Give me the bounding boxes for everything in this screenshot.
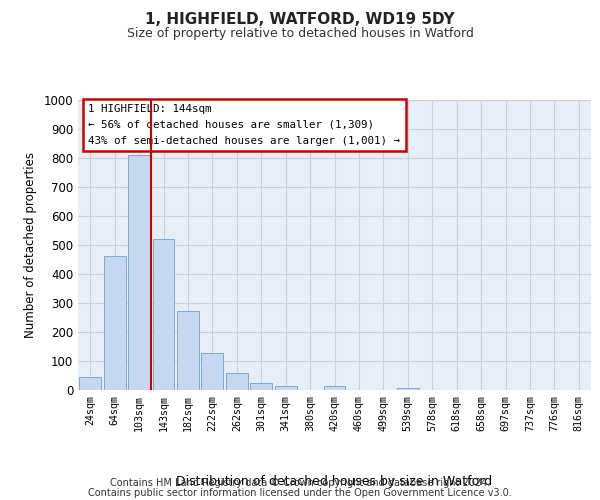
Text: Contains public sector information licensed under the Open Government Licence v3: Contains public sector information licen… xyxy=(88,488,512,498)
Text: 1 HIGHFIELD: 144sqm
← 56% of detached houses are smaller (1,309)
43% of semi-det: 1 HIGHFIELD: 144sqm ← 56% of detached ho… xyxy=(88,104,400,146)
Bar xyxy=(226,373,248,390)
Bar xyxy=(397,388,419,390)
Bar xyxy=(128,154,150,390)
Bar xyxy=(104,256,125,390)
Bar xyxy=(250,383,272,390)
Bar xyxy=(177,311,199,390)
Text: Size of property relative to detached houses in Watford: Size of property relative to detached ho… xyxy=(127,28,473,40)
Bar xyxy=(275,386,296,390)
X-axis label: Distribution of detached houses by size in Watford: Distribution of detached houses by size … xyxy=(176,476,493,488)
Bar xyxy=(323,386,346,390)
Y-axis label: Number of detached properties: Number of detached properties xyxy=(23,152,37,338)
Bar xyxy=(202,353,223,390)
Text: Contains HM Land Registry data © Crown copyright and database right 2024.: Contains HM Land Registry data © Crown c… xyxy=(110,478,490,488)
Text: 1, HIGHFIELD, WATFORD, WD19 5DY: 1, HIGHFIELD, WATFORD, WD19 5DY xyxy=(145,12,455,28)
Bar xyxy=(79,376,101,390)
Bar xyxy=(152,239,175,390)
